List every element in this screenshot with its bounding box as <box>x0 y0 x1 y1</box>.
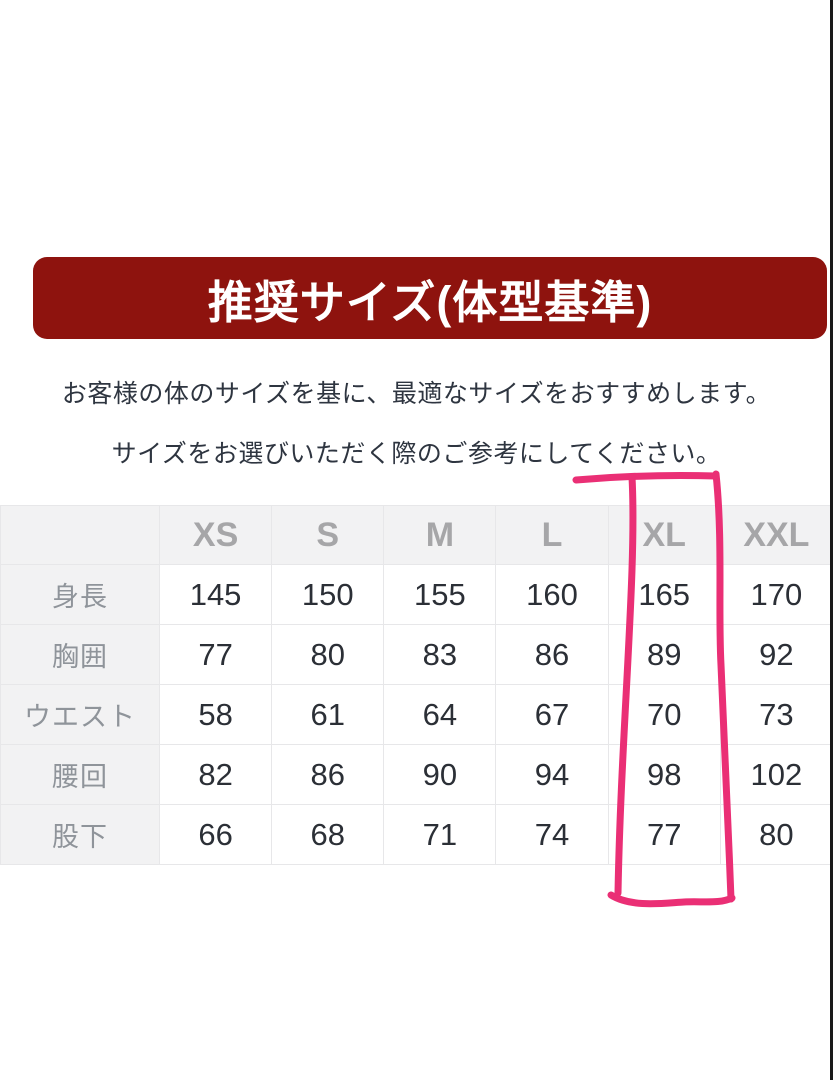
description-line-1: お客様の体のサイズを基に、最適なサイズをおすすめします。 <box>61 380 772 408</box>
value-cell: 160 <box>495 564 609 625</box>
value-cell: 92 <box>719 624 833 685</box>
value-cell: 82 <box>158 744 273 805</box>
value-cell: 90 <box>383 744 497 805</box>
value-cell: 89 <box>607 624 721 685</box>
value-cell: 98 <box>607 744 721 805</box>
value-cell: 102 <box>719 744 833 805</box>
value-cell: 68 <box>271 804 385 865</box>
value-cell: 73 <box>719 684 833 745</box>
table-row-waist: ウエスト 58 61 64 67 70 73 <box>0 684 833 745</box>
highlight-top-stroke <box>572 472 720 484</box>
table-header-row: XS S M L XL XXL <box>0 505 833 565</box>
size-column-header-xxl: XXL <box>719 505 833 565</box>
size-table: XS S M L XL XXL 身長 145 150 155 160 165 1… <box>0 505 833 865</box>
value-cell: 77 <box>158 624 273 685</box>
right-edge-line <box>830 0 833 1080</box>
size-banner: 推奨サイズ(体型基準) <box>33 257 827 339</box>
table-row-chest: 胸囲 77 80 83 86 89 92 <box>0 624 833 685</box>
value-cell: 150 <box>271 564 385 625</box>
value-cell: 61 <box>271 684 385 745</box>
value-cell: 145 <box>158 564 273 625</box>
value-cell: 67 <box>495 684 609 745</box>
value-cell: 83 <box>383 624 497 685</box>
table-row-inseam: 股下 66 68 71 74 77 80 <box>0 804 833 865</box>
corner-header-cell <box>0 505 160 565</box>
size-column-header-s: S <box>271 505 385 565</box>
row-label-hip: 腰回 <box>0 744 160 805</box>
value-cell: 86 <box>271 744 385 805</box>
value-cell: 170 <box>719 564 833 625</box>
banner-title: 推奨サイズ(体型基準) <box>207 276 653 328</box>
value-cell: 94 <box>495 744 609 805</box>
value-cell: 77 <box>607 804 721 865</box>
value-cell: 70 <box>607 684 721 745</box>
row-label-chest: 胸囲 <box>0 624 160 685</box>
size-column-header-xs: XS <box>158 505 273 565</box>
size-column-header-m: M <box>383 505 497 565</box>
value-cell: 64 <box>383 684 497 745</box>
highlight-bottom-stroke <box>607 891 736 908</box>
size-column-header-l: L <box>495 505 609 565</box>
row-label-inseam: 股下 <box>0 804 160 865</box>
value-cell: 71 <box>383 804 497 865</box>
size-column-header-xl: XL <box>607 505 721 565</box>
value-cell: 80 <box>271 624 385 685</box>
value-cell: 80 <box>719 804 833 865</box>
value-cell: 66 <box>158 804 273 865</box>
value-cell: 155 <box>383 564 497 625</box>
value-cell: 86 <box>495 624 609 685</box>
value-cell: 58 <box>158 684 273 745</box>
value-cell: 165 <box>607 564 721 625</box>
table-row-hip: 腰回 82 86 90 94 98 102 <box>0 744 833 805</box>
value-cell: 74 <box>495 804 609 865</box>
row-label-height: 身長 <box>0 564 160 625</box>
row-label-waist: ウエスト <box>0 684 160 745</box>
table-row-height: 身長 145 150 155 160 165 170 <box>0 564 833 625</box>
description-line-2: サイズをお選びいただく際のご参考にしてください。 <box>111 440 722 468</box>
